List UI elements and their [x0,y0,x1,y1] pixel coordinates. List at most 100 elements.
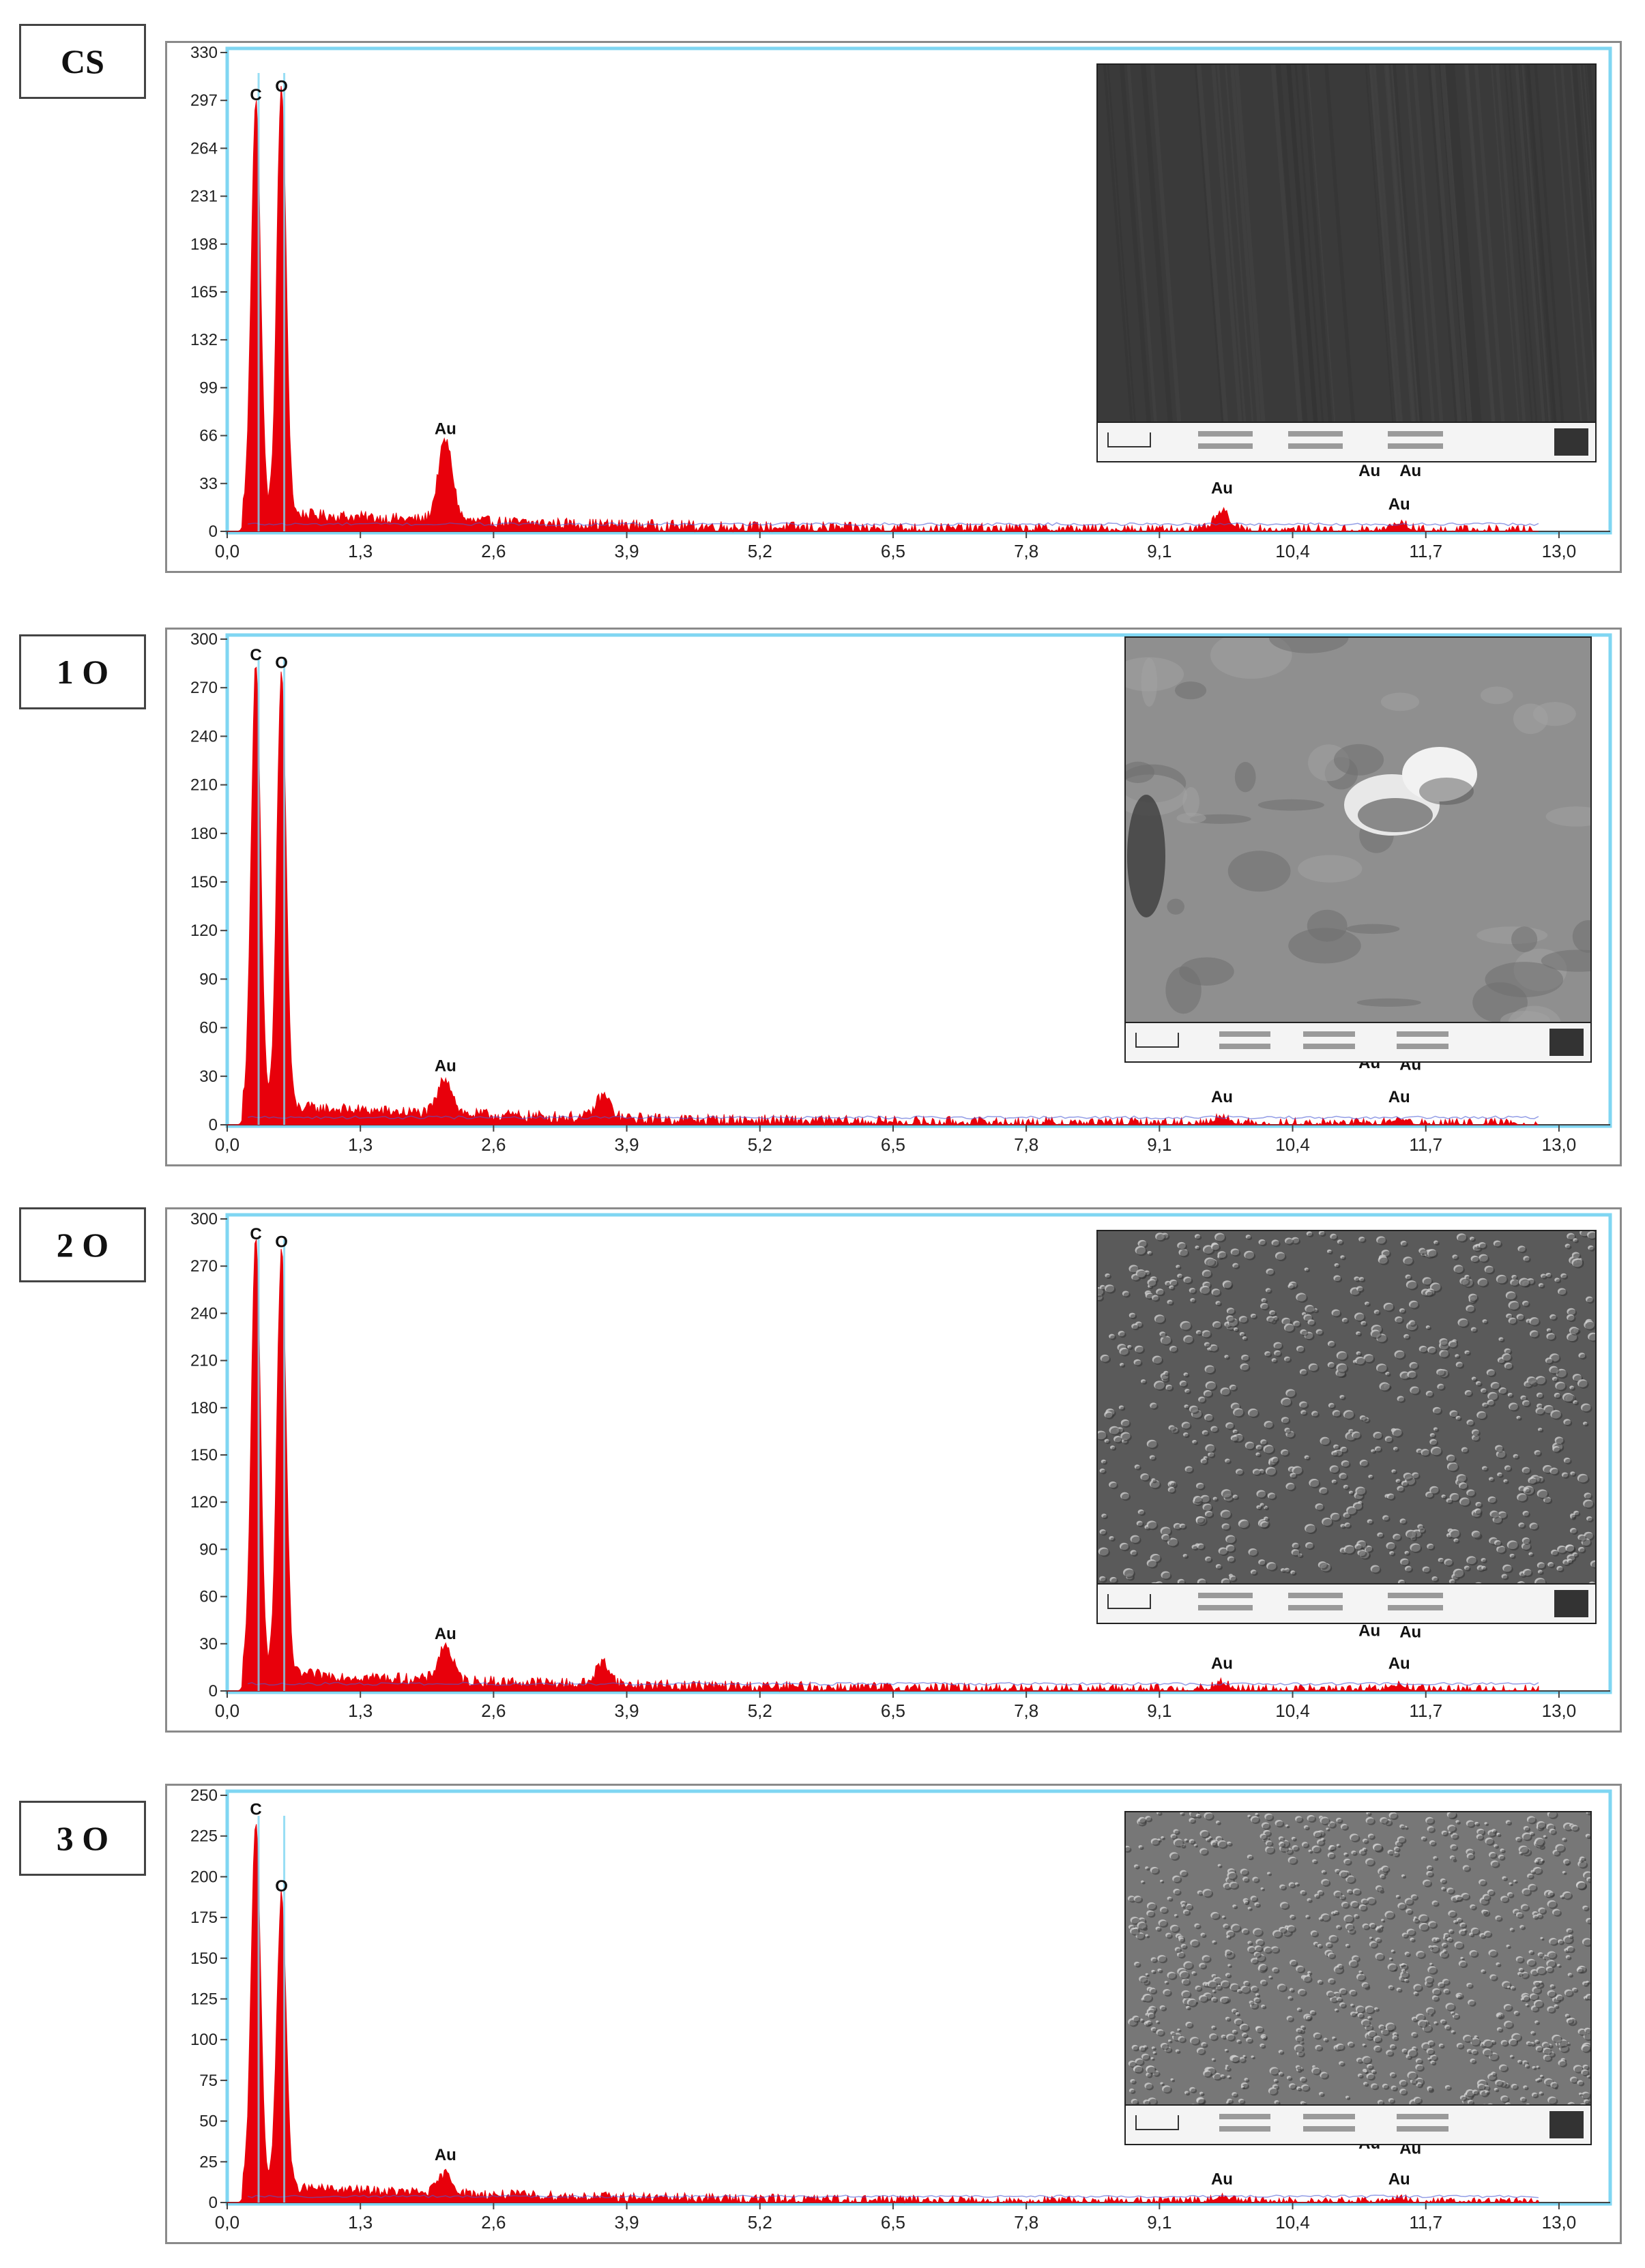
x-tick-label: 13,0 [1542,1134,1577,1155]
x-tick-label: 5,2 [748,541,772,561]
panel-label: CS [19,24,146,99]
peak-label: O [275,1877,288,1896]
sem-micrograph-inset [1124,636,1592,1063]
x-tick-label: 9,1 [1147,541,1171,561]
x-tick-label: 5,2 [748,2212,772,2233]
sem-image [1126,1812,1590,2108]
x-tick-label: 13,0 [1542,1700,1577,1721]
y-tick-label: 198 [190,235,218,254]
y-tick-label: 165 [190,283,218,301]
y-tick-label: 100 [190,2031,218,2049]
sem-info-text [1219,2114,1271,2119]
x-tick-label: 3,9 [614,1134,639,1155]
peak-label: Au [435,1057,456,1076]
sem-info-text [1287,431,1343,437]
spectrum-area [227,1824,1539,2204]
sem-scale-bar [1135,2115,1179,2130]
x-tick-label: 1,3 [348,1700,373,1721]
y-tick-label: 231 [190,188,218,206]
x-tick-label: 0,0 [215,2212,239,2233]
y-tick-label: 90 [199,970,218,988]
panel-label: 3 O [19,1801,146,1876]
x-tick-label: 11,7 [1409,2212,1442,2233]
sem-info-text [1197,443,1253,449]
x-tick-label: 7,8 [1014,1700,1038,1721]
x-tick-label: 13,0 [1542,541,1577,561]
peak-label: Au [1211,480,1233,498]
x-tick-label: 6,5 [881,1700,905,1721]
x-tick-label: 11,7 [1409,1700,1442,1721]
peak-label: Au [435,1625,456,1643]
x-tick-label: 5,2 [748,1134,772,1155]
sem-info-text [1219,1031,1271,1037]
peak-label: Au [1399,1623,1421,1642]
y-tick-label: 0 [209,522,218,541]
peak-label: Au [1211,1088,1233,1106]
sem-info-text [1397,2126,1449,2132]
y-tick-label: 0 [209,1682,218,1700]
y-tick-label: 225 [190,1827,218,1846]
sem-micrograph-inset [1096,1230,1597,1624]
peak-label: C [250,1801,261,1819]
x-tick-label: 3,9 [614,1700,639,1721]
sem-info-text [1287,1605,1343,1610]
y-tick-label: 0 [209,2194,218,2212]
sem-info-text [1303,1044,1355,1049]
sem-info-bar [1098,422,1595,461]
sem-scale-bar [1135,1033,1179,1048]
panel-label: 2 O [19,1207,146,1282]
peak-label: C [250,1225,261,1243]
sem-image [1098,1231,1595,1587]
y-tick-label: 180 [190,1399,218,1417]
sem-info-text [1303,2126,1355,2132]
peak-label: Au [1399,462,1421,480]
peak-label: O [275,1233,288,1252]
y-tick-label: 125 [190,1990,218,2009]
x-tick-label: 9,1 [1147,1134,1171,1155]
peak-label: Au [435,2146,456,2164]
x-tick-label: 1,3 [348,2212,373,2233]
y-tick-label: 90 [199,1540,218,1559]
x-tick-label: 13,0 [1542,2212,1577,2233]
y-tick-label: 0 [209,1116,218,1134]
y-tick-label: 180 [190,825,218,843]
x-tick-label: 10,4 [1275,1700,1310,1721]
sem-micrograph-inset [1096,63,1597,462]
x-tick-label: 1,3 [348,1134,373,1155]
y-tick-label: 240 [190,727,218,746]
x-tick-label: 3,9 [614,541,639,561]
y-tick-label: 330 [190,44,218,62]
y-tick-label: 150 [190,873,218,892]
y-tick-label: 60 [199,1019,218,1037]
background-trace [247,522,1539,527]
sem-info-bar [1126,1022,1590,1061]
sem-info-text [1388,443,1443,449]
peak-label: O [275,77,288,95]
y-tick-label: 200 [190,1868,218,1886]
peak-label: C [250,646,261,664]
sem-info-bar [1126,2104,1590,2144]
sem-info-text [1197,1605,1253,1610]
x-tick-label: 2,6 [481,2212,506,2233]
y-tick-label: 240 [190,1304,218,1323]
peak-label: Au [1388,495,1410,514]
peak-label: C [250,86,261,104]
spectrum-area [227,666,1539,1126]
sem-info-text [1388,1605,1443,1610]
y-tick-label: 66 [199,427,218,445]
x-tick-label: 0,0 [215,1700,239,1721]
y-tick-label: 210 [190,776,218,795]
sem-image [1126,638,1590,1026]
x-tick-label: 10,4 [1275,2212,1310,2233]
sem-info-text [1397,2114,1449,2119]
x-tick-label: 10,4 [1275,541,1310,561]
y-tick-label: 270 [190,679,218,697]
y-tick-label: 33 [199,475,218,493]
sem-info-text [1303,1031,1355,1037]
x-tick-label: 7,8 [1014,541,1038,561]
sem-scale-bar [1107,1594,1151,1609]
y-tick-label: 270 [190,1257,218,1276]
sem-info-text [1397,1044,1449,1049]
